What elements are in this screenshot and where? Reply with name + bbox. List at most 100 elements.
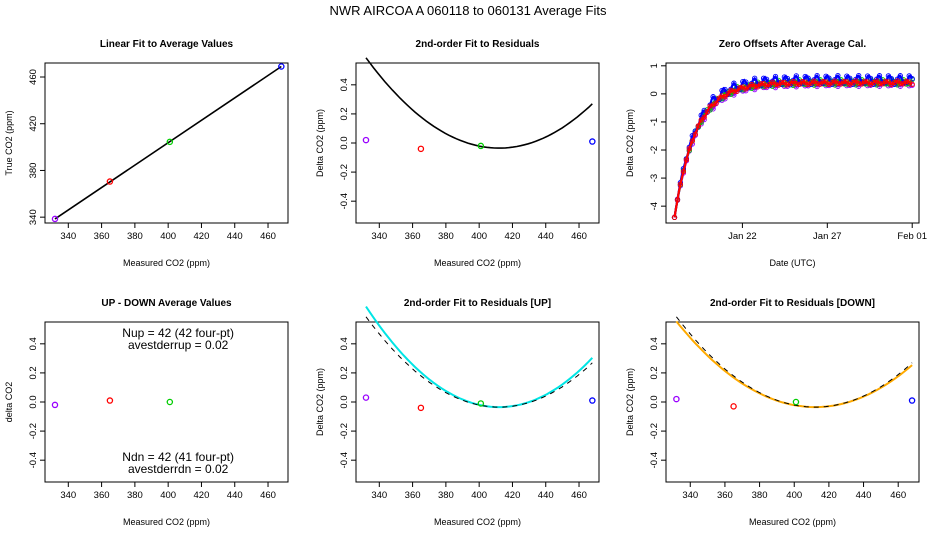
fit-curve: [365, 316, 593, 408]
annotation-text: avestderrdn = 0.02: [128, 462, 229, 476]
y-tick-label: 1: [649, 63, 660, 68]
chart-p4: UP - DOWN Average Values 340 360 380 400 420 4…: [4, 298, 289, 527]
series-point-red: [778, 79, 785, 85]
x-tick-label: 420: [505, 231, 521, 242]
series-point-blue: [772, 73, 779, 80]
series-point-red: [728, 87, 734, 94]
x-tick-label: Jan 27: [813, 231, 842, 242]
plot-frame: [44, 62, 289, 224]
y-tick-label: 0.4: [649, 337, 660, 350]
x-tick-label: 440: [856, 490, 872, 501]
x-axis-label: Measured CO2 (ppm): [434, 258, 521, 268]
y-tick-label: -0.2: [339, 423, 350, 439]
chart-title: 2nd-order Fit to Residuals [DOWN]: [710, 298, 875, 309]
annotation-text: Nup = 42 (42 four-pt): [122, 326, 234, 340]
series-point-blue: [719, 87, 725, 94]
chart-title: Linear Fit to Average Values: [100, 39, 234, 50]
data-point: [908, 397, 916, 404]
series-point-red: [775, 82, 782, 88]
series-point-red: [686, 146, 692, 152]
x-tick-label: 380: [127, 231, 143, 242]
y-axis-label: delta CO2: [4, 382, 14, 423]
series-point-blue: [722, 86, 728, 93]
y-tick-label: 0.2: [28, 366, 39, 379]
x-tick-label: 380: [127, 490, 143, 501]
x-tick-label: 360: [94, 231, 110, 242]
series-point-blue: [740, 78, 746, 85]
y-tick-label: -0.4: [339, 193, 350, 209]
y-tick-label: 380: [28, 163, 39, 179]
series-point-red: [841, 78, 847, 85]
series-point-red: [758, 81, 764, 87]
series-line-blue: [673, 74, 914, 218]
x-tick-label: 380: [752, 490, 768, 501]
chart-p2: 2nd-order Fit to Residuals 340 360 380 400 42…: [315, 39, 600, 268]
series-point-red: [689, 138, 695, 144]
series-point-red: [737, 85, 743, 91]
data-point: [51, 215, 59, 223]
fit-curve: [675, 320, 913, 409]
series-point-blue: [835, 72, 841, 79]
y-tick-label: -3: [649, 174, 660, 182]
chart-title: 2nd-order Fit to Residuals: [416, 39, 540, 50]
series-point-red: [755, 84, 761, 90]
series-point-blue: [752, 75, 758, 81]
series-point-blue: [805, 75, 811, 81]
series-point-red: [891, 79, 898, 86]
series-point-blue: [909, 76, 915, 82]
series-point-red: [731, 88, 737, 94]
data-point: [792, 398, 800, 406]
x-tick-label: 460: [260, 490, 276, 501]
data-point: [362, 394, 370, 401]
series-point-red: [704, 109, 710, 115]
y-tick-label: 0.4: [339, 337, 350, 350]
x-tick-label: 420: [821, 490, 837, 501]
series-point-red: [820, 78, 826, 85]
series-point-red: [692, 131, 698, 137]
series-point-blue: [897, 73, 903, 79]
x-tick-label: 360: [717, 490, 733, 501]
x-tick-label: 400: [160, 490, 176, 501]
x-tick-label: 380: [438, 490, 454, 501]
x-tick-label: 440: [227, 231, 243, 242]
y-axis-label: Delta CO2 (ppm): [315, 109, 325, 177]
data-point: [589, 397, 596, 404]
y-tick-label: -0.2: [649, 423, 660, 439]
series-point-red: [725, 91, 731, 97]
x-tick-label: 340: [682, 490, 698, 501]
chart-p5: 2nd-order Fit to Residuals [UP] 340 360 380…: [315, 298, 600, 527]
x-tick-label: 400: [786, 490, 802, 501]
y-axis-label: True CO2 (ppm): [4, 110, 14, 175]
data-point: [106, 178, 114, 185]
series-point-red: [826, 81, 832, 88]
data-point: [362, 136, 370, 144]
data-point: [106, 397, 114, 404]
series-point-red: [799, 79, 805, 85]
plot-frame: [665, 321, 920, 483]
chart-title: Zero Offsets After Average Cal.: [719, 39, 866, 50]
series-point-red: [805, 81, 811, 88]
data-point: [51, 401, 59, 409]
chart-p3: Zero Offsets After Average Cal. Jan 22 Jan…: [625, 39, 927, 268]
series-point-red: [879, 81, 886, 87]
data-point: [477, 400, 485, 407]
fit-line: [54, 65, 282, 220]
plot-frame: [355, 321, 600, 483]
x-tick-label: 360: [405, 490, 421, 501]
y-tick-label: -0.4: [649, 452, 660, 468]
y-axis-label: Delta CO2 (ppm): [625, 109, 635, 177]
y-tick-label: -2: [649, 146, 660, 154]
x-tick-label: 400: [471, 490, 487, 501]
series-point-blue: [876, 73, 883, 79]
data-point: [166, 138, 174, 146]
y-tick-label: -4: [649, 202, 660, 210]
y-tick-label: 0.2: [339, 366, 350, 379]
x-tick-label: 460: [571, 490, 587, 501]
x-axis-label: Measured CO2 (ppm): [123, 517, 210, 527]
x-tick-label: 420: [194, 231, 210, 242]
x-tick-label: 420: [505, 490, 521, 501]
data-point: [166, 398, 174, 406]
y-tick-label: 340: [28, 209, 39, 225]
y-tick-label: 0.0: [28, 395, 39, 408]
